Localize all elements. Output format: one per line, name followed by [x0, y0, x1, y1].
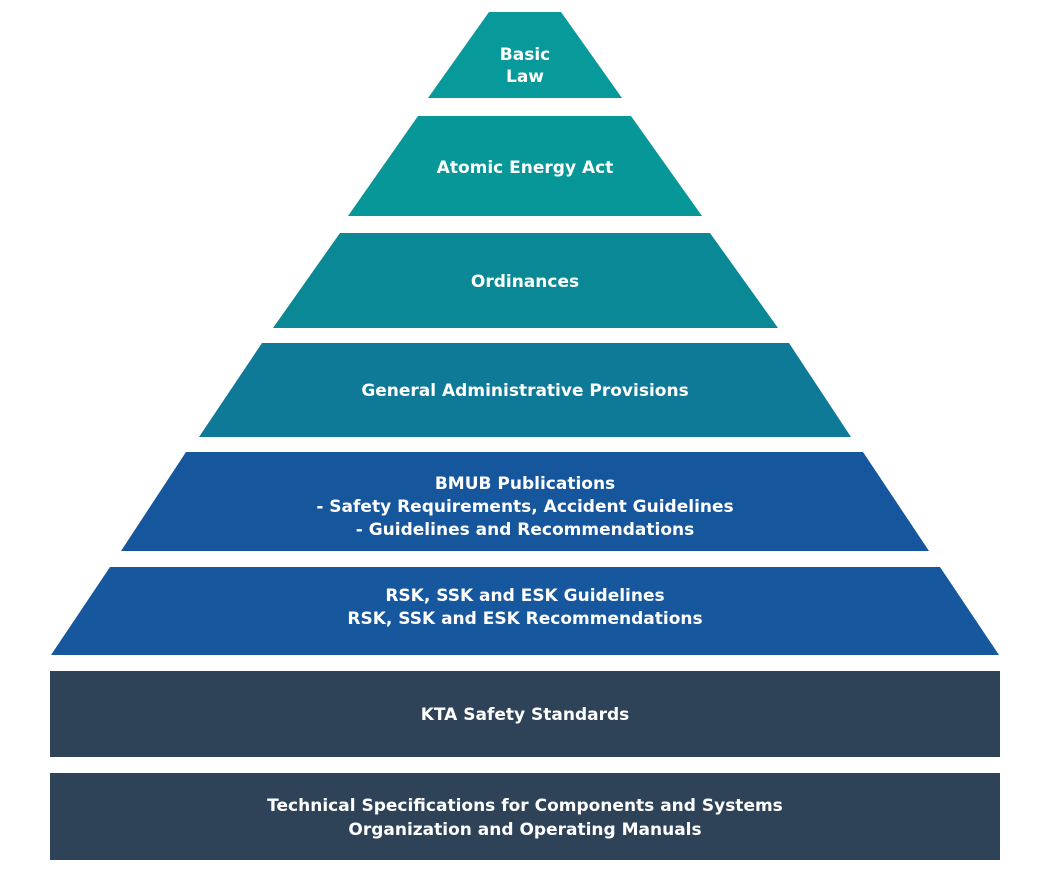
pyramid-level-rsk-ssk-esk: RSK, SSK and ESK Guidelines RSK, SSK and…: [51, 567, 999, 655]
level-label-line: Basic: [500, 45, 550, 65]
pyramid-level-kta-safety-standards: KTA Safety Standards: [50, 671, 1000, 757]
pyramid-level-ordinances: Ordinances: [273, 233, 778, 328]
level-label-line: Ordinances: [471, 272, 579, 292]
level-shape: [428, 12, 622, 98]
level-shape: [273, 233, 778, 328]
level-label-line: General Administrative Provisions: [361, 381, 688, 401]
level-shape: [50, 671, 1000, 757]
pyramid-level-basic-law: Basic Law: [428, 12, 622, 98]
pyramid-level-atomic-energy-act: Atomic Energy Act: [348, 116, 702, 216]
pyramid-level-general-administrative-provisions: General Administrative Provisions: [199, 343, 851, 437]
level-shape: [348, 116, 702, 216]
level-label-line: RSK, SSK and ESK Guidelines: [385, 586, 664, 606]
level-label-line: - Safety Requirements, Accident Guidelin…: [316, 497, 733, 517]
level-label-line: Organization and Operating Manuals: [348, 820, 701, 840]
level-shape: [199, 343, 851, 437]
level-label-line: RSK, SSK and ESK Recommendations: [347, 609, 702, 629]
level-label-line: BMUB Publications: [435, 474, 615, 494]
level-label-line: Technical Specifications for Components …: [267, 796, 783, 816]
pyramid-level-technical-specifications: Technical Specifications for Components …: [50, 773, 1000, 860]
level-label-line: KTA Safety Standards: [421, 705, 630, 725]
level-label-line: Law: [506, 67, 544, 87]
pyramid-level-bmub-publications: BMUB Publications - Safety Requirements,…: [121, 452, 929, 551]
level-shape: [51, 567, 999, 655]
level-label-line: - Guidelines and Recommendations: [356, 520, 694, 540]
level-label-line: Atomic Energy Act: [437, 158, 614, 178]
level-shape: [121, 452, 929, 551]
level-shape: [50, 773, 1000, 860]
